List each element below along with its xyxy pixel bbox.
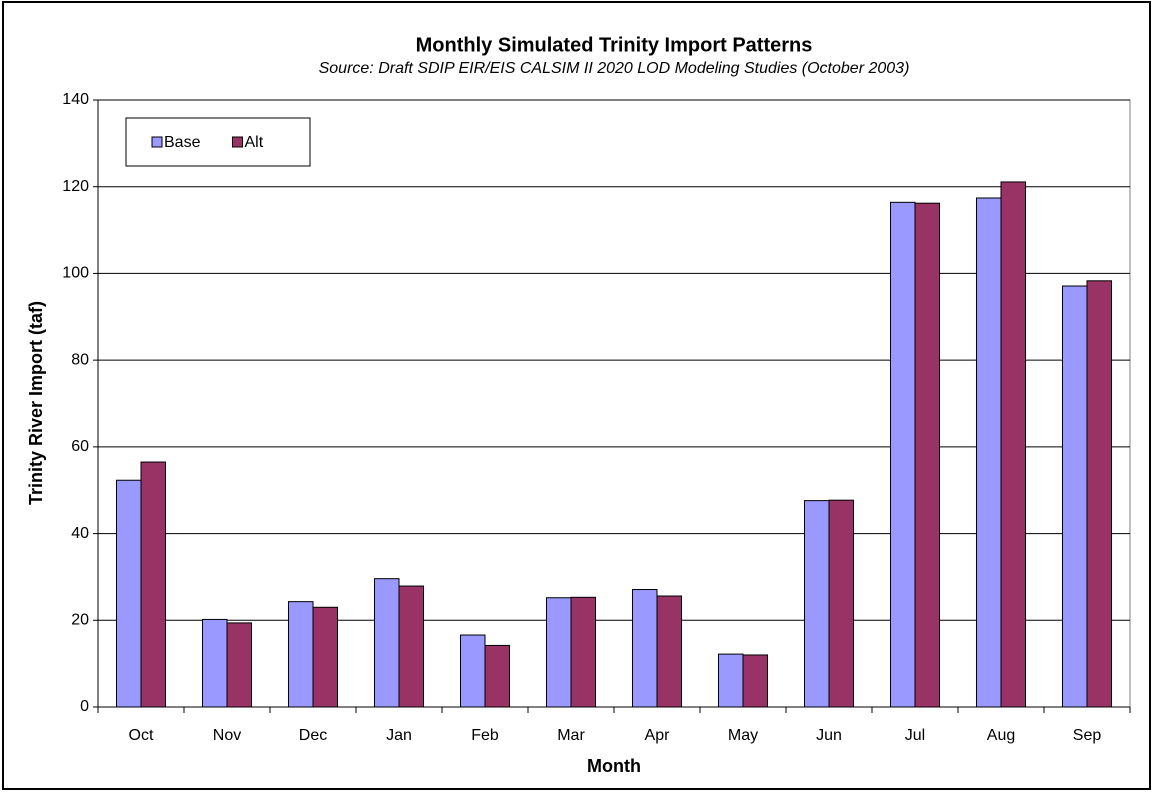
y-tick-label: 60 <box>71 438 89 455</box>
legend-label: Base <box>164 134 201 151</box>
x-tick-label: Mar <box>557 727 585 744</box>
bar <box>226 622 253 708</box>
bar <box>287 601 314 708</box>
x-axis-label: Month <box>587 756 641 776</box>
bar <box>201 618 228 708</box>
bar <box>1061 285 1088 708</box>
x-tick-label: May <box>728 727 758 744</box>
x-tick-label: Apr <box>645 727 671 744</box>
x-tick-label: Jul <box>905 727 925 744</box>
y-tick-label: 0 <box>80 698 89 715</box>
x-tick-label: Sep <box>1073 727 1102 744</box>
bar <box>398 585 425 708</box>
y-tick-label: 100 <box>62 265 89 282</box>
legend-swatch <box>151 136 163 148</box>
x-tick-label: Jan <box>386 727 412 744</box>
bar <box>570 596 597 708</box>
bar <box>484 644 511 708</box>
bar <box>545 597 572 708</box>
bar <box>975 197 1002 708</box>
y-tick-label: 120 <box>62 178 89 195</box>
bar <box>373 578 400 708</box>
chart-subtitle: Source: Draft SDIP EIR/EIS CALSIM II 202… <box>319 60 910 77</box>
plot-area <box>97 99 1131 708</box>
x-tick-label: Nov <box>213 727 241 744</box>
bar <box>1000 181 1027 708</box>
bar <box>631 589 658 708</box>
bar <box>742 654 769 708</box>
bar <box>656 595 683 708</box>
bar <box>115 479 142 708</box>
x-tick-label: Aug <box>987 727 1015 744</box>
y-tick-label: 80 <box>71 351 89 368</box>
bar <box>312 606 339 708</box>
x-tick-label: Dec <box>299 727 327 744</box>
x-tick-label: Jun <box>816 727 842 744</box>
y-tick-label: 20 <box>71 612 89 629</box>
legend-label: Alt <box>244 134 263 151</box>
legend-swatch <box>231 136 243 148</box>
bar <box>889 201 916 708</box>
legend-box <box>125 117 311 167</box>
bar <box>914 202 941 708</box>
y-axis-label: Trinity River Import (taf) <box>26 301 46 505</box>
bar <box>717 653 744 708</box>
x-tick-label: Feb <box>471 727 499 744</box>
chart-title: Monthly Simulated Trinity Import Pattern… <box>416 34 813 56</box>
bar <box>459 634 486 708</box>
bar <box>803 500 830 708</box>
y-tick-label: 140 <box>62 91 89 108</box>
bar <box>1086 280 1113 708</box>
x-tick-label: Oct <box>129 727 154 744</box>
bar <box>140 461 167 708</box>
bar <box>828 499 855 708</box>
y-tick-label: 40 <box>71 525 89 542</box>
